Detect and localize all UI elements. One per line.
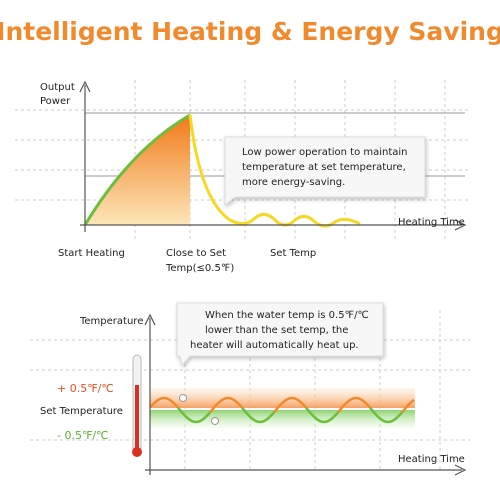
y-axis — [79, 80, 91, 232]
lower-label: - 0.5℉/℃ — [57, 429, 109, 442]
stage-label: Close to Set — [166, 248, 226, 259]
heat-curve — [83, 113, 191, 226]
x-axis — [145, 464, 467, 476]
callout-text: heater will automatically heat up. — [190, 340, 359, 351]
callout-text: temperature at set temperature, — [242, 162, 406, 173]
callout — [176, 302, 384, 367]
stage-label: Start Heating — [58, 248, 125, 259]
set-label: Set Temperature — [40, 406, 123, 417]
wave-upper — [149, 396, 415, 414]
hold-curve — [188, 114, 361, 228]
callout — [224, 136, 426, 207]
x-label: Heating Time — [398, 217, 465, 228]
y-label: Temperature — [79, 316, 143, 327]
stage-label: Set Temp — [270, 248, 316, 259]
callout-text: more energy-saving. — [242, 177, 345, 188]
y-axis — [144, 313, 156, 475]
x-label: Heating Time — [398, 454, 465, 465]
upper-label: + 0.5℉/℃ — [57, 382, 114, 395]
callout-text: lower than the set temp, the — [205, 325, 348, 336]
upper-band — [150, 388, 415, 408]
wave-point — [179, 394, 187, 402]
wave-point — [211, 417, 219, 425]
y-label: Power — [40, 96, 71, 107]
thermometer — [132, 354, 142, 457]
top-chart: Output Power Heating Time Low power oper… — [15, 80, 470, 274]
callout-text: Low power operation to maintain — [242, 147, 408, 158]
y-label: Output — [40, 82, 75, 93]
callout-text: When the water temp is 0.5℉/℃ — [205, 310, 369, 321]
wave-lower — [177, 406, 403, 424]
heat-area — [85, 115, 190, 225]
x-axis — [80, 219, 467, 231]
bottom-chart: Temperature Heating Time When the water … — [30, 302, 470, 476]
stage-label: Temp(≤0.5℉) — [165, 263, 234, 274]
title: Intelligent Heating & Energy Saving — [0, 17, 500, 46]
